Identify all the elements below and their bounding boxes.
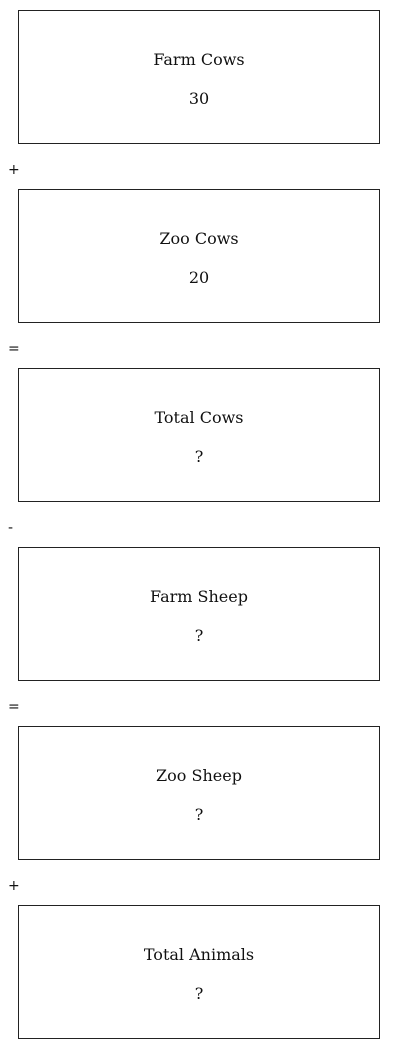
card-total-cows: Total Cows ?	[18, 368, 380, 502]
operator-plus: +	[8, 878, 20, 894]
card-value: ?	[194, 626, 204, 645]
card-value: ?	[194, 805, 204, 824]
operator-plus: +	[8, 162, 20, 178]
card-value: 30	[188, 89, 210, 108]
operator-equals: =	[8, 699, 20, 715]
card-value: 20	[188, 268, 210, 287]
card-title: Zoo Cows	[159, 229, 239, 248]
operator-minus: -	[8, 520, 14, 536]
card-total-animals: Total Animals ?	[18, 905, 380, 1039]
card-title: Zoo Sheep	[156, 766, 242, 785]
card-zoo-cows: Zoo Cows 20	[18, 189, 380, 323]
card-title: Total Cows	[154, 408, 244, 427]
card-value: ?	[194, 984, 204, 1003]
card-title: Total Animals	[143, 945, 255, 964]
card-farm-cows: Farm Cows 30	[18, 10, 380, 144]
card-zoo-sheep: Zoo Sheep ?	[18, 726, 380, 860]
card-farm-sheep: Farm Sheep ?	[18, 547, 380, 681]
card-title: Farm Cows	[153, 50, 245, 69]
card-title: Farm Sheep	[150, 587, 248, 606]
card-value: ?	[194, 447, 204, 466]
operator-equals: =	[8, 341, 20, 357]
